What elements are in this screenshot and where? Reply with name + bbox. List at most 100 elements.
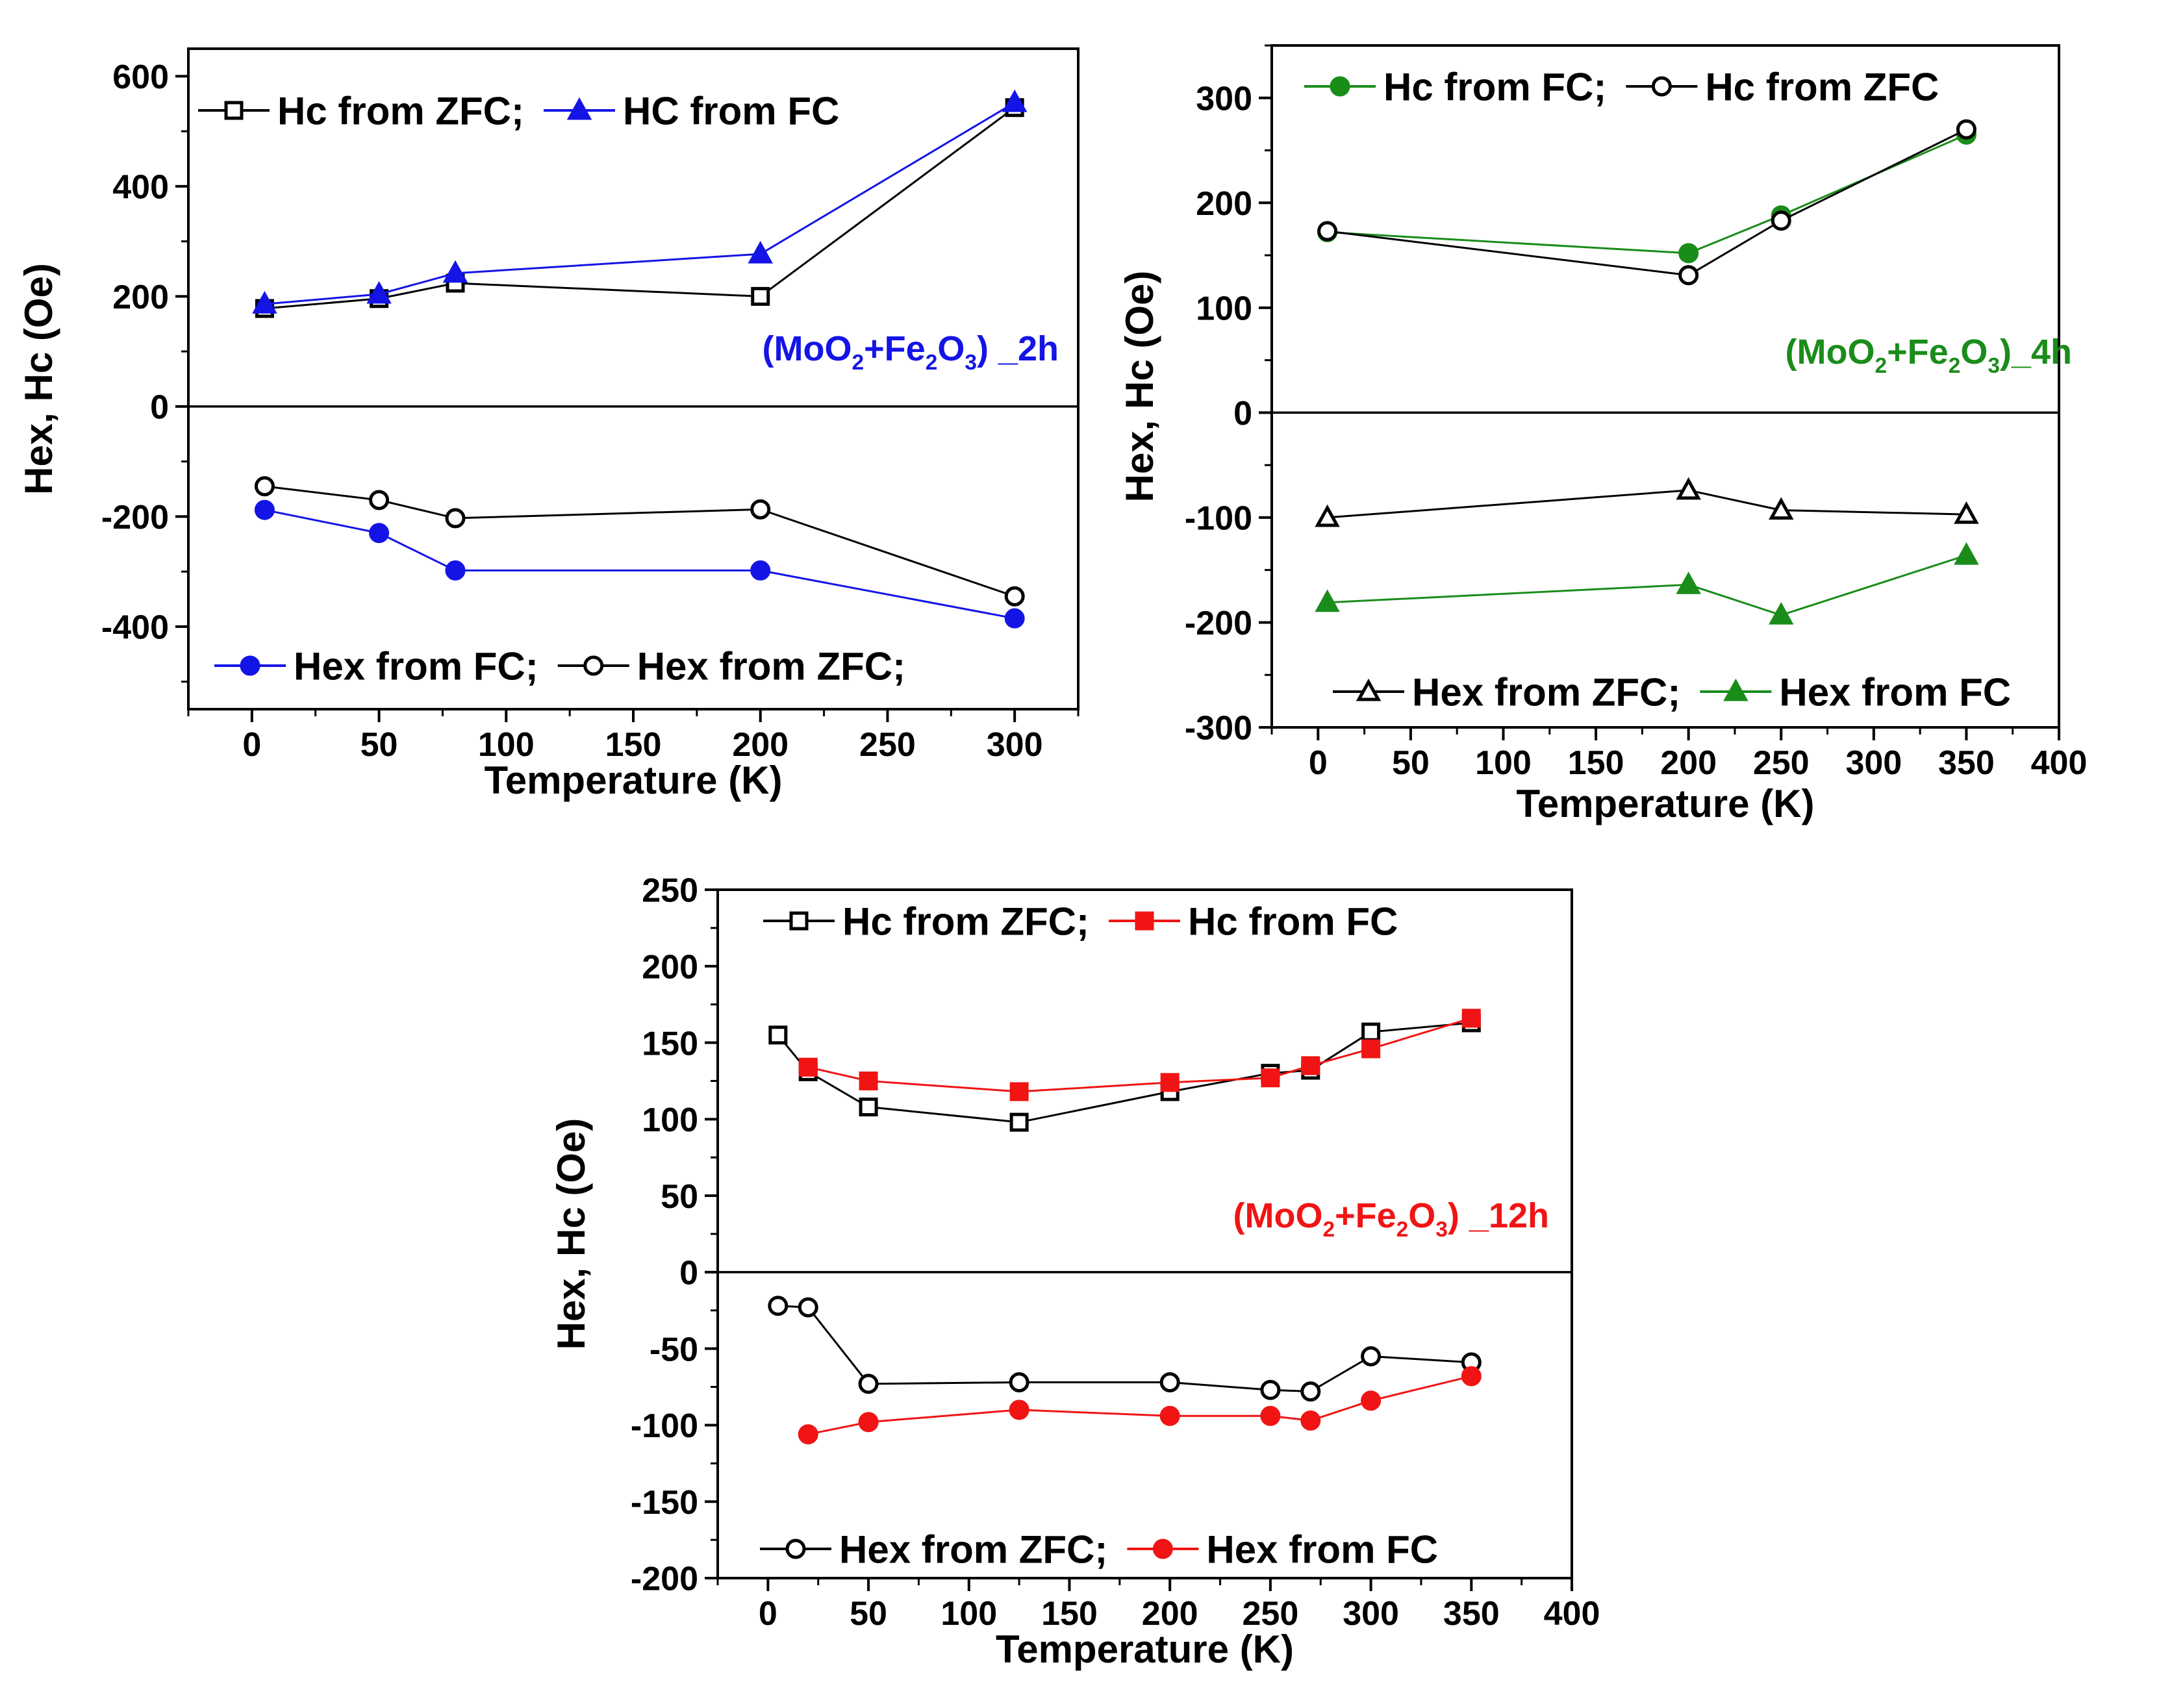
legend-label: Hex from ZFC; xyxy=(839,1528,1107,1572)
data-point xyxy=(369,523,390,544)
legend-label: Hex from FC xyxy=(1779,671,2011,714)
series-line xyxy=(807,1375,1472,1436)
y-tick-label: -200 xyxy=(101,499,169,536)
data-point xyxy=(1300,1381,1321,1402)
legend-label: Hc from ZFC xyxy=(1705,66,1939,109)
sample-label: (MoO2+Fe2O3)_4h xyxy=(1786,333,2072,378)
sample-subscript: 2 xyxy=(926,351,938,375)
series-hex-from-fc xyxy=(254,499,1025,629)
x-tick-label: 150 xyxy=(1041,1595,1098,1633)
data-point xyxy=(1260,1405,1281,1426)
panel-2h: 0 50 100 150 200 250 300 -400 -200 0 200 400 600 Temp… xyxy=(17,47,1080,802)
y-tick-label: 200 xyxy=(1196,185,1252,223)
data-point xyxy=(1956,119,1976,140)
series-hex-from-zfc xyxy=(768,1296,1482,1402)
data-point xyxy=(252,291,277,314)
data-point xyxy=(859,1071,878,1090)
y-tick-label: 300 xyxy=(1196,80,1252,118)
legend-top: Hc from ZFC; HC from FC xyxy=(198,90,839,133)
x-tick-label: 250 xyxy=(859,726,916,764)
data-point xyxy=(1004,608,1025,629)
sample-text: +Fe xyxy=(864,329,926,368)
y-axis-label: Hex, Hc (Oe) xyxy=(549,1118,593,1350)
y-tick-label: -200 xyxy=(631,1561,698,1598)
legend-label: HC from FC xyxy=(623,90,839,133)
legend-bottom: Hex from ZFC; Hex from FC xyxy=(1333,671,2011,714)
sample-subscript: 2 xyxy=(1322,1218,1335,1242)
y-tick-label: -100 xyxy=(1185,500,1252,538)
x-axis-label: Temperature (K) xyxy=(1517,782,1815,825)
data-point xyxy=(1676,571,1701,594)
sample-text: O xyxy=(937,329,965,368)
data-point xyxy=(768,1296,789,1316)
x-tick-label: 0 xyxy=(1309,744,1328,782)
y-axis-label: Hex, Hc (Oe) xyxy=(1118,271,1161,503)
y-tick-label: 200 xyxy=(642,948,698,986)
plot-frame xyxy=(187,47,1080,710)
x-axis-label: Temperature (K) xyxy=(996,1627,1294,1671)
series-hex-from-fc xyxy=(1315,542,1979,625)
data-point xyxy=(1261,1068,1280,1088)
sample-label: (MoO2+Fe2O3) _2h xyxy=(763,329,1059,375)
legend-label: Hc from FC; xyxy=(1383,66,1606,109)
legend-bottom: Hex from ZFC; Hex from FC xyxy=(760,1528,1438,1572)
series-hex-from-zfc xyxy=(1315,477,1979,527)
y-tick-label: 0 xyxy=(679,1255,698,1292)
sample-text: (MoO xyxy=(1233,1196,1323,1235)
x-tick-label: 100 xyxy=(941,1595,997,1633)
data-point xyxy=(1361,1390,1382,1411)
data-point xyxy=(748,240,773,264)
legend-top: Hc from ZFC; Hc from FC xyxy=(763,900,1398,944)
legend-marker xyxy=(224,101,244,120)
data-point xyxy=(1004,586,1025,607)
legend-marker xyxy=(1152,1538,1173,1559)
series-hex-from-fc xyxy=(798,1366,1482,1445)
data-point xyxy=(1768,497,1794,520)
sample-text: (MoO xyxy=(1786,333,1875,371)
x-tick-label: 350 xyxy=(1938,744,1995,782)
data-point xyxy=(1260,1379,1281,1400)
x-tick-label: 400 xyxy=(1544,1595,1600,1633)
legend-label: Hex from FC xyxy=(1206,1528,1438,1572)
data-point xyxy=(1461,1009,1481,1028)
data-point xyxy=(445,560,466,581)
x-tick-label: 150 xyxy=(605,726,662,764)
y-tick-label: 0 xyxy=(150,389,169,427)
legend-marker xyxy=(566,97,592,120)
legend-label: Hex from ZFC; xyxy=(1412,671,1680,714)
legend-marker xyxy=(1723,678,1749,701)
sample-text: +Fe xyxy=(1335,1196,1396,1235)
series-line xyxy=(807,1017,1472,1093)
sample-text: (MoO xyxy=(763,329,852,368)
x-tick-label: 400 xyxy=(2031,744,2088,782)
series-hc-from-fc xyxy=(252,89,1028,314)
data-point xyxy=(366,281,392,304)
legend-marker xyxy=(1135,911,1154,931)
series-line xyxy=(1327,133,1967,255)
data-point xyxy=(1159,1405,1180,1426)
y-tick-label: -300 xyxy=(1185,710,1252,747)
legend-label: Hc from ZFC; xyxy=(277,90,524,133)
data-point xyxy=(254,499,275,520)
x-axis-label: Temperature (K) xyxy=(485,759,783,802)
data-point xyxy=(1678,265,1699,286)
x-tick-label: 200 xyxy=(732,726,789,764)
sample-text: )_4h xyxy=(2000,333,2072,371)
sample-text: O xyxy=(1960,333,1988,371)
x-tick-label: 300 xyxy=(1343,1595,1399,1633)
legend-marker xyxy=(785,1538,806,1559)
data-point xyxy=(1160,1073,1180,1092)
data-point xyxy=(1002,89,1028,112)
y-tick-label: 400 xyxy=(112,169,169,207)
y-tick-label: -50 xyxy=(650,1331,698,1368)
legend-marker xyxy=(583,655,604,676)
panel-12h: 0 50 100 150 200 250 300 350 400-200-150-100-500… xyxy=(549,872,1600,1671)
data-point xyxy=(254,476,275,497)
y-tick-label: -200 xyxy=(1185,605,1252,642)
y-tick-label: -100 xyxy=(631,1407,698,1445)
data-point xyxy=(1954,501,1979,524)
x-tick-label: 250 xyxy=(1242,1595,1298,1633)
sample-subscript: 3 xyxy=(965,351,977,375)
data-point xyxy=(1009,1082,1029,1101)
legend-label: Hc from FC xyxy=(1188,900,1398,944)
